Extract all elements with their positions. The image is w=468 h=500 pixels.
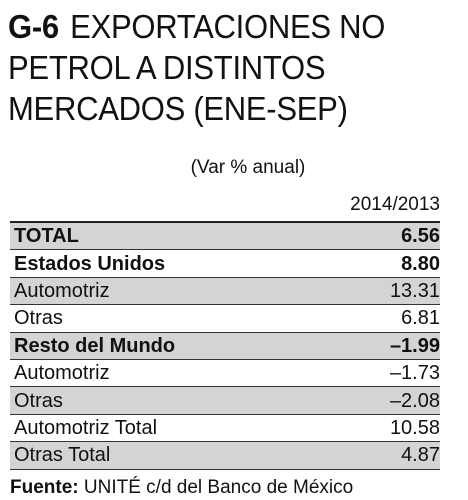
table-row-estados-unidos: Estados Unidos 8.80 xyxy=(10,249,440,278)
title-text-1: EXPORTACIONES NO xyxy=(70,8,386,45)
row-value: 6.56 xyxy=(334,221,440,251)
column-header: 2014/2013 xyxy=(350,194,440,215)
table-row-otras-total: Otras Total 4.87 xyxy=(10,441,440,470)
row-label: Automotriz xyxy=(10,277,335,306)
table-row-rm-automotriz: Automotriz –1.73 xyxy=(10,359,440,388)
row-label: Otras Total xyxy=(10,441,335,470)
table-row-resto-del-mundo: Resto del Mundo –1.99 xyxy=(10,332,440,360)
row-value: 13.31 xyxy=(334,277,440,306)
source-text: UNITÉ c/d del Banco de México xyxy=(78,477,354,498)
row-value: 8.80 xyxy=(334,249,440,278)
table-row-automotriz-total: Automotriz Total 10.58 xyxy=(10,414,440,443)
title-line-1: G-6 EXPORTACIONES NO xyxy=(8,6,433,47)
row-label: TOTAL xyxy=(10,221,335,251)
row-value: 6.81 xyxy=(334,304,440,333)
row-value: –1.73 xyxy=(334,359,440,388)
row-value: 10.58 xyxy=(334,414,440,443)
row-label: Automotriz Total xyxy=(10,414,335,443)
title-line-3: MERCADOS (ENE-SEP) xyxy=(8,90,348,127)
table-row-eu-otras: Otras 6.81 xyxy=(10,304,440,333)
units-subtitle: (Var % anual) xyxy=(190,157,306,178)
table-row-rm-otras: Otras –2.08 xyxy=(10,386,440,415)
row-value: –1.99 xyxy=(334,332,440,360)
source-label: Fuente: xyxy=(10,477,79,498)
table-row-eu-automotriz: Automotriz 13.31 xyxy=(10,277,440,306)
row-label: Otras xyxy=(10,304,335,333)
table-row-total: TOTAL 6.56 xyxy=(10,221,440,251)
row-value: –2.08 xyxy=(334,386,440,415)
figure-number: G-6 xyxy=(8,8,59,45)
row-value: 4.87 xyxy=(334,441,440,470)
source-note: Fuente: UNITÉ c/d del Banco de México xyxy=(10,476,353,500)
title-line-2: PETROL A DISTINTOS xyxy=(8,49,326,86)
figure-title: G-6 EXPORTACIONES NO PETROL A DISTINTOS M… xyxy=(8,6,433,129)
row-label: Automotriz xyxy=(10,359,335,388)
data-table: TOTAL 6.56 Estados Unidos 8.80 Automotri… xyxy=(10,221,440,470)
row-label: Otras xyxy=(10,386,335,415)
row-label: Estados Unidos xyxy=(10,249,335,278)
row-label: Resto del Mundo xyxy=(10,332,335,360)
